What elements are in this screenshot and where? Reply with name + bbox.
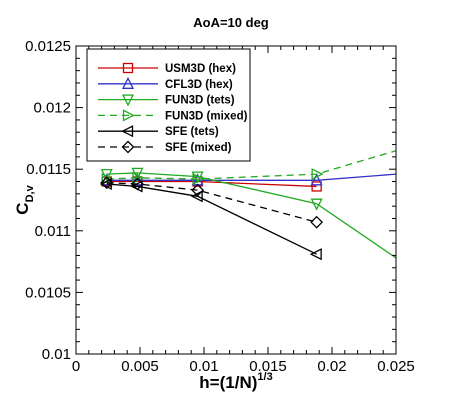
x-tick-labels: 0 0.005 0.01 0.015 0.02 0.025 [72, 358, 415, 375]
series-line [106, 182, 317, 223]
x-tick-label: 0.02 [317, 358, 346, 375]
plot-frame [75, 45, 397, 355]
legend-marker [121, 94, 135, 107]
data-point [190, 190, 203, 203]
x-tick-label: 0.025 [377, 358, 415, 375]
legend: USM3D (hex) CFL3D (hex) FUN3D (tets) FUN3D … [86, 48, 251, 162]
x-axis-label-superscript: 1/3 [257, 371, 272, 383]
legend-marker [121, 140, 135, 154]
legend-marker [122, 109, 135, 122]
y-axis-label-subscript: D,v [24, 184, 36, 202]
legend-entries: USM3D (hex) CFL3D (hex) FUN3D (tets) FUN3D … [98, 62, 248, 154]
legend-marker [121, 76, 135, 89]
legend-marker [121, 125, 134, 138]
data-point [309, 248, 322, 261]
legend-label: FUN3D (tets) [165, 95, 235, 107]
legend-label: SFE (tets) [165, 126, 219, 138]
y-tick-label: 0.0105 [25, 284, 71, 301]
y-axis-label-base: C [13, 202, 32, 214]
y-tick-label: 0.0125 [25, 38, 71, 55]
x-tick-label: 0.015 [249, 358, 287, 375]
legend-label: SFE (mixed) [165, 142, 232, 154]
y-tick-label: 0.0115 [26, 161, 71, 178]
data-point [311, 181, 322, 192]
y-tick-labels: 0.01 0.0105 0.011 0.0115 0.012 0.0125 [25, 38, 71, 363]
x-tick-label: 0 [72, 358, 80, 375]
legend-entry: CFL3D (hex) [98, 76, 233, 91]
data-point [100, 176, 114, 190]
plot-area [99, 150, 396, 261]
data-point [310, 198, 323, 211]
data-point [310, 173, 323, 186]
legend-label: CFL3D (hex) [165, 79, 233, 91]
y-tick-label: 0.01 [42, 346, 71, 363]
y-axis-label: CD,v [13, 184, 36, 214]
series-line [106, 150, 396, 180]
y-tick-label: 0.012 [33, 100, 71, 117]
legend-label: USM3D (hex) [165, 63, 236, 75]
data-point [310, 215, 324, 229]
axis-ticks [75, 45, 397, 355]
x-axis-label: h=(1/N)1/3 [199, 371, 272, 392]
x-axis-label-base: h=(1/N) [199, 373, 257, 392]
data-point [191, 183, 205, 197]
chart-title: AoA=10 deg [193, 15, 269, 30]
x-tick-label: 0.005 [121, 358, 159, 375]
legend-entry: SFE (tets) [98, 125, 219, 138]
legend-marker [122, 62, 134, 74]
legend-label: FUN3D (mixed) [165, 110, 248, 122]
series-line [106, 173, 396, 181]
series-sfe-mixed [100, 176, 324, 229]
x-tick-label: 0.01 [189, 358, 218, 375]
data-point [132, 171, 145, 184]
legend-entry: FUN3D (tets) [98, 94, 235, 107]
legend-entry: SFE (mixed) [98, 140, 232, 154]
legend-entry: USM3D (hex) [98, 62, 236, 75]
legend-entry: FUN3D (mixed) [98, 109, 248, 122]
y-tick-label: 0.011 [35, 223, 71, 240]
series-line [106, 180, 317, 188]
data-point [131, 177, 144, 191]
data-point [192, 173, 205, 186]
data-point [311, 168, 324, 181]
series-line [106, 183, 317, 255]
plot-clip-group [99, 150, 396, 261]
